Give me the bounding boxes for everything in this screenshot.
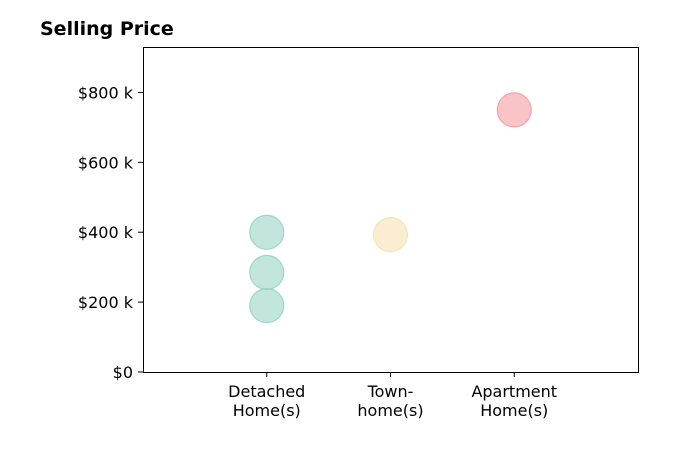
- data-points: [249, 92, 532, 324]
- x-tick-label-line: Home(s): [233, 401, 301, 420]
- x-tick-label-line: Home(s): [480, 401, 548, 420]
- x-tick-label: Detached Home(s): [228, 382, 305, 420]
- data-point: [372, 217, 409, 253]
- data-point: [249, 288, 285, 324]
- x-tick-label-line: Town-: [367, 382, 414, 401]
- data-point: [496, 92, 532, 128]
- y-tick-label: $200 k: [78, 293, 134, 312]
- y-tick-label: $0: [113, 363, 133, 382]
- chart-title: Selling Price: [40, 18, 174, 40]
- y-axis: $0 $200 k $400 k $600 k $800 k: [78, 83, 143, 382]
- x-tick-label: Apartment Home(s): [471, 382, 557, 420]
- data-point: [249, 214, 285, 250]
- plot-area-frame: [143, 47, 639, 373]
- y-tick-label: $400 k: [78, 223, 134, 242]
- y-tick-label: $800 k: [78, 83, 134, 102]
- data-point: [249, 254, 285, 291]
- x-tick-label-line: home(s): [357, 401, 423, 420]
- x-tick-label-line: Detached: [228, 382, 305, 401]
- x-tick-label-line: Apartment: [471, 382, 557, 401]
- x-axis: Detached Home(s)Town-home(s)Apartment Home…: [228, 372, 557, 420]
- x-tick-label: Town-home(s): [357, 382, 423, 420]
- y-tick-label: $600 k: [78, 153, 134, 172]
